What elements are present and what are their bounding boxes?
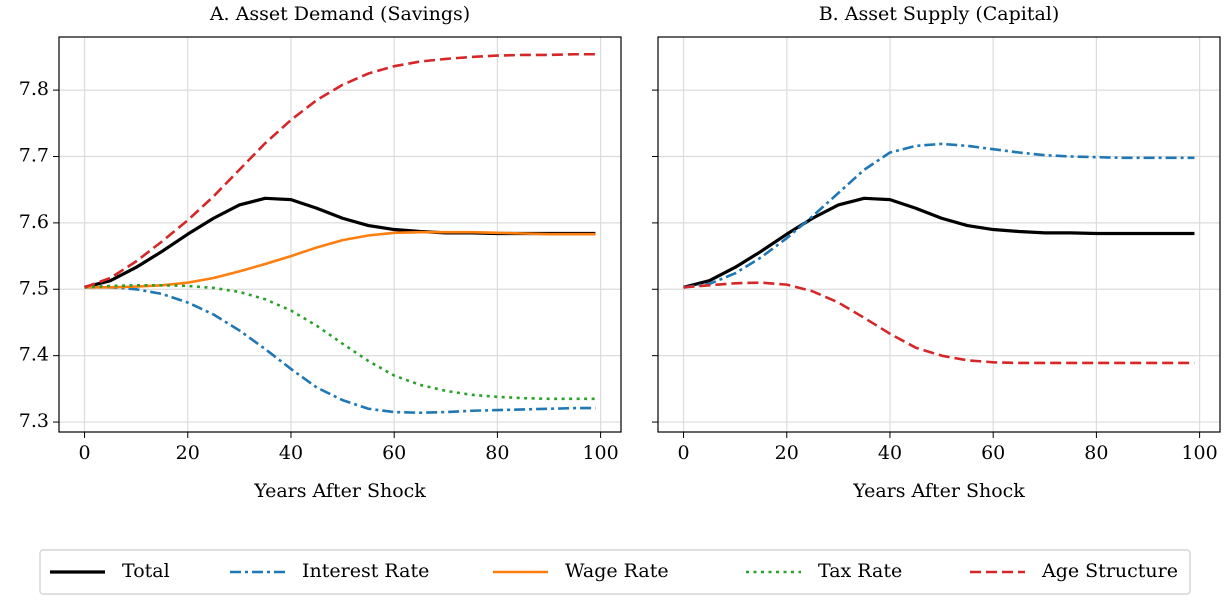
x-tick-label: 100 [1181,442,1217,464]
x-tick-label: 60 [382,442,406,464]
series-line [683,281,1195,365]
series-line [84,230,596,289]
series-line [84,285,596,415]
x-tick-label: 40 [279,442,303,464]
x-tick-label: 80 [1084,442,1108,464]
panel-title: A. Asset Demand (Savings) [209,3,470,25]
series-line [683,142,1195,289]
series-line [683,196,1195,289]
series-line [84,52,596,289]
x-tick-label: 100 [582,442,618,464]
legend-label: Tax Rate [818,560,902,582]
x-tick-label: 40 [878,442,902,464]
y-tick-label: 7.6 [19,211,49,233]
y-tick-label: 7.7 [19,144,49,166]
legend: Total Interest Rate Wage Rate Tax Rate Age S… [39,549,1191,595]
plot-frame [657,36,1221,433]
series-line [84,283,596,401]
x-tick-label: 20 [176,442,200,464]
panel: A. Asset Demand (Savings) Years After Sho… [19,3,622,502]
x-tick-label: 20 [775,442,799,464]
y-tick-label: 7.5 [19,277,49,299]
y-tick-label: 7.3 [19,410,49,432]
legend-label: Interest Rate [302,560,429,582]
legend-label: Wage Rate [565,560,669,582]
panel-title: B. Asset Supply (Capital) [819,3,1060,25]
y-tick-label: 7.4 [19,344,49,366]
legend-frame [39,549,1191,595]
x-axis-label: Years After Shock [852,480,1025,502]
y-tick-label: 7.8 [19,78,49,100]
x-tick-label: 0 [78,442,90,464]
panel: B. Asset Supply (Capital) Years After Sho… [652,3,1221,502]
plot-frame [58,36,622,433]
x-tick-label: 0 [677,442,689,464]
legend-label: Age Structure [1041,560,1178,582]
legend-label: Total [122,560,170,582]
x-axis-label: Years After Shock [253,480,426,502]
x-tick-label: 80 [485,442,509,464]
x-tick-label: 60 [981,442,1005,464]
